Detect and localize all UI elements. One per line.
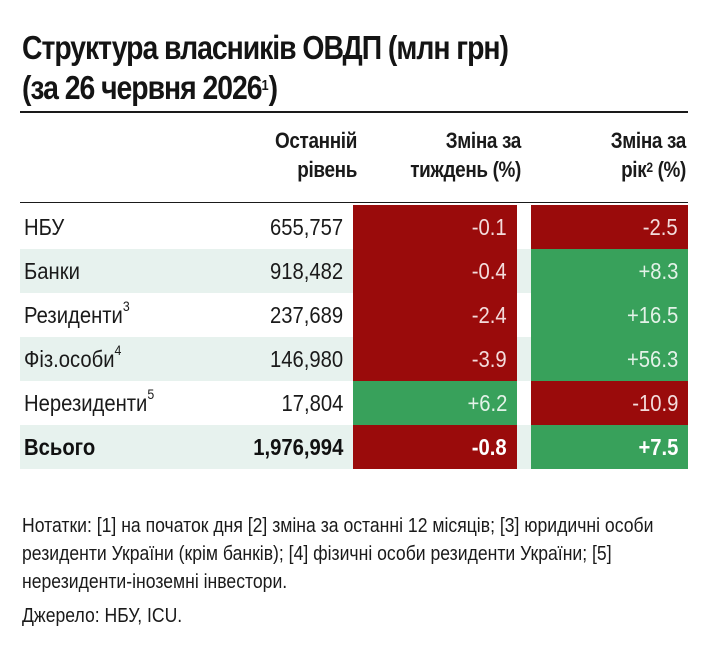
- title-line-2: (за 26 червня 20261): [22, 69, 278, 106]
- row-label: Резиденти3: [24, 298, 130, 328]
- week-change-cell: -3.9: [353, 337, 517, 381]
- year-change-cell: -10.9: [531, 381, 688, 425]
- year-change-cell: +16.5: [531, 293, 688, 337]
- row-label: НБУ: [24, 214, 65, 240]
- week-change-cell: -2.4: [353, 293, 517, 337]
- source-text: Джерело: НБУ, ICU.: [22, 605, 183, 627]
- year-change-cell: -2.5: [531, 205, 688, 249]
- header-last-level: Останній рівень: [274, 128, 357, 182]
- row-label: Банки: [24, 258, 80, 284]
- title-line-1: Структура власників ОВДП (млн грн): [22, 29, 509, 66]
- level-value: 655,757: [269, 214, 343, 240]
- footnote-ref: 4: [114, 342, 122, 358]
- level-value: 1,976,994: [252, 434, 343, 460]
- table-row: Банки 918,482 -0.4 +8.3: [20, 249, 688, 293]
- level-value: 146,980: [269, 346, 343, 372]
- footnote-ref: 5: [147, 386, 155, 402]
- footnote-ref: 3: [122, 298, 130, 314]
- table-title: Структура власників ОВДП (млн грн) (за 2…: [22, 28, 598, 108]
- footnote-ref-2: 2: [646, 159, 653, 175]
- week-change-cell: -0.8: [353, 425, 517, 469]
- level-value: 17,804: [281, 390, 343, 416]
- week-change-cell: -0.1: [353, 205, 517, 249]
- total-row: Всього 1,976,994 -0.8 +7.5: [20, 425, 688, 469]
- header-divider: [20, 202, 688, 203]
- week-change-cell: -0.4: [353, 249, 517, 293]
- week-change-cell: +6.2: [353, 381, 517, 425]
- level-value: 237,689: [269, 302, 343, 328]
- table-row: Резиденти3 237,689 -2.4 +16.5: [20, 293, 688, 337]
- table-row: Нерезиденти5 17,804 +6.2 -10.9: [20, 381, 688, 425]
- header-week-change: Зміна за тиждень (%): [410, 128, 521, 182]
- row-label: Фіз.особи4: [24, 342, 122, 372]
- table-row: НБУ 655,757 -0.1 -2.5: [20, 205, 688, 249]
- table-row: Фіз.особи4 146,980 -3.9 +56.3: [20, 337, 688, 381]
- top-divider: [20, 111, 688, 113]
- notes-block: Нотатки: [1] на початок дня [2] зміна за…: [22, 512, 653, 630]
- year-change-cell: +7.5: [531, 425, 688, 469]
- notes-text: Нотатки: [1] на початок дня [2] зміна за…: [22, 515, 654, 593]
- level-value: 918,482: [269, 258, 343, 284]
- row-label: Всього: [24, 434, 96, 460]
- footnote-ref-1: 1: [261, 77, 269, 94]
- year-change-cell: +56.3: [531, 337, 688, 381]
- year-change-cell: +8.3: [531, 249, 688, 293]
- row-label: Нерезиденти5: [24, 386, 155, 416]
- header-year-change: Зміна за рік2 (%): [610, 128, 687, 182]
